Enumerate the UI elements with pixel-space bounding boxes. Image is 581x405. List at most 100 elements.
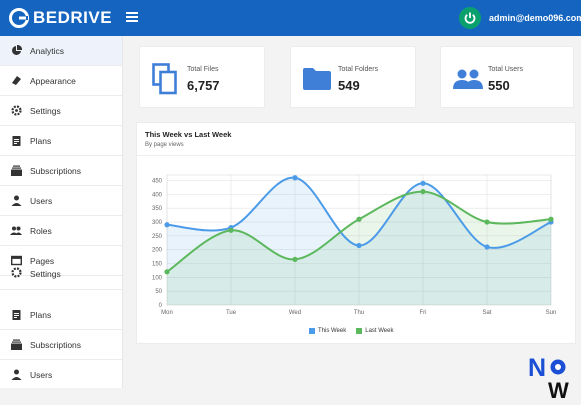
sidebar-item-pages[interactable]: Pages [0,246,122,276]
chart-title: This Week vs Last Week [145,130,232,139]
power-icon [464,12,476,24]
stat-card-users: Total Users 550 [440,46,574,108]
data-point [548,216,554,222]
x-tick-label: Mon [161,310,173,316]
y-tick-label: 150 [152,262,163,268]
stat-title: Total Users [488,66,524,73]
people-icon [10,225,22,237]
sidebar-item-label: Analytics [30,45,65,56]
gear-icon [10,105,22,117]
sidebar-item-label: Plans [30,309,52,320]
y-tick-label: 200 [152,248,163,254]
person-icon [10,369,22,381]
svg-text:N: N [528,354,546,382]
legend-label: Last Week [365,328,394,334]
folder-icon [303,68,331,90]
stat-title: Total Folders [338,66,379,73]
pages-icon [10,255,22,267]
legend-swatch [356,328,363,334]
sidebar-item-subscriptions[interactable]: Subscriptions [0,156,122,186]
data-point [420,180,426,186]
stat-value: 550 [488,78,510,93]
legend-item-last-week[interactable]: Last Week [356,328,393,334]
logo-icon [9,8,29,28]
chart-legend: This Week Last Week [309,328,403,334]
data-point [420,188,426,195]
data-point [292,175,298,181]
clipboard-icon [10,135,22,147]
stat-value: 6,757 [187,78,220,93]
legend-label: This Week [318,328,347,334]
y-tick-label: 100 [152,275,163,281]
stat-value: 549 [338,78,360,93]
subscriptions-icon [10,165,22,177]
sidebar-item-label: Settings [30,269,61,279]
data-point [228,227,234,233]
gear-icon [10,266,22,278]
sidebar-item-plans[interactable]: Plans [0,126,122,156]
paint-icon [10,75,22,87]
y-tick-label: 450 [152,179,163,185]
chart-card: This Week vs Last Week By page views 0 50… [136,122,577,344]
svg-text:W: W [548,378,569,400]
x-tick-label: Sat [482,310,491,316]
sidebar-item-label: Users [30,195,53,206]
menu-icon[interactable] [126,10,138,24]
sidebar-item-subscriptions-2[interactable]: Subscriptions [0,330,122,360]
x-tick-label: Thu [354,310,364,316]
sidebar-item-label: Plans [30,135,52,146]
divider [137,155,577,156]
y-tick-label: 300 [152,220,163,226]
account-menu[interactable]: admin@demo096.com ▼ [459,6,581,30]
clipboard-icon [10,309,22,321]
sidebar-item-appearance[interactable]: Appearance [0,66,122,96]
avatar[interactable] [459,7,481,29]
sidebar-item-label: Pages [30,255,55,266]
x-tick-label: Fri [420,310,427,316]
sidebar-item-label: Subscriptions [30,339,82,350]
x-tick-label: Tue [226,310,237,316]
sidebar-item-plans-2[interactable]: Plans [0,300,122,330]
x-tick-label: Sun [546,310,557,316]
sidebar-item-settings[interactable]: Settings [0,96,122,126]
data-point [164,269,170,275]
line-chart: 0 50 100 150 200 250 300 350 400 450 Mon Tue Wed Thu F… [152,174,557,316]
subscriptions-icon [10,339,22,351]
sidebar-item-settings-2[interactable]: Settings [0,266,122,290]
logo[interactable]: BEDRIVE [8,6,112,30]
data-point [484,219,490,225]
y-tick-label: 50 [155,289,162,295]
chart-subtitle: By page views [145,142,184,148]
sidebar-item-label: Settings [30,105,61,116]
stat-title: Total Files [187,66,219,73]
sidebar-item-users[interactable]: Users [0,186,122,216]
data-point [356,216,362,222]
x-tick-label: Wed [289,310,301,316]
legend-item-this-week[interactable]: This Week [309,328,346,334]
person-icon [10,195,22,207]
data-point [164,222,170,228]
series-area [167,191,551,305]
y-tick-label: 0 [159,303,163,309]
users-icon [453,69,483,89]
sidebar-item-label: Appearance [30,75,76,86]
series-area [167,177,551,305]
sidebar: Analytics Appearance Settings Plans Subs… [0,36,123,388]
data-point [356,242,362,249]
legend-swatch [309,328,315,334]
sidebar-item-roles[interactable]: Roles [0,216,122,246]
logo-text: BEDRIVE [33,8,113,27]
sidebar-item-label: Roles [30,225,52,236]
sidebar-item-users-2[interactable]: Users [0,360,122,388]
sidebar-item-label: Users [30,369,53,380]
top-bar: BEDRIVE admin@demo096.com ▼ [0,0,581,36]
pie-chart-icon [10,45,22,57]
watermark-logo: N W [528,354,569,400]
data-point [484,244,490,250]
sidebar-item-analytics[interactable]: Analytics [0,36,122,66]
stat-card-files: Total Files 6,757 [139,46,265,108]
files-icon [152,63,177,95]
sidebar-item-label: Subscriptions [30,165,82,176]
stat-card-folders: Total Folders 549 [290,46,416,108]
y-tick-label: 350 [152,206,163,212]
